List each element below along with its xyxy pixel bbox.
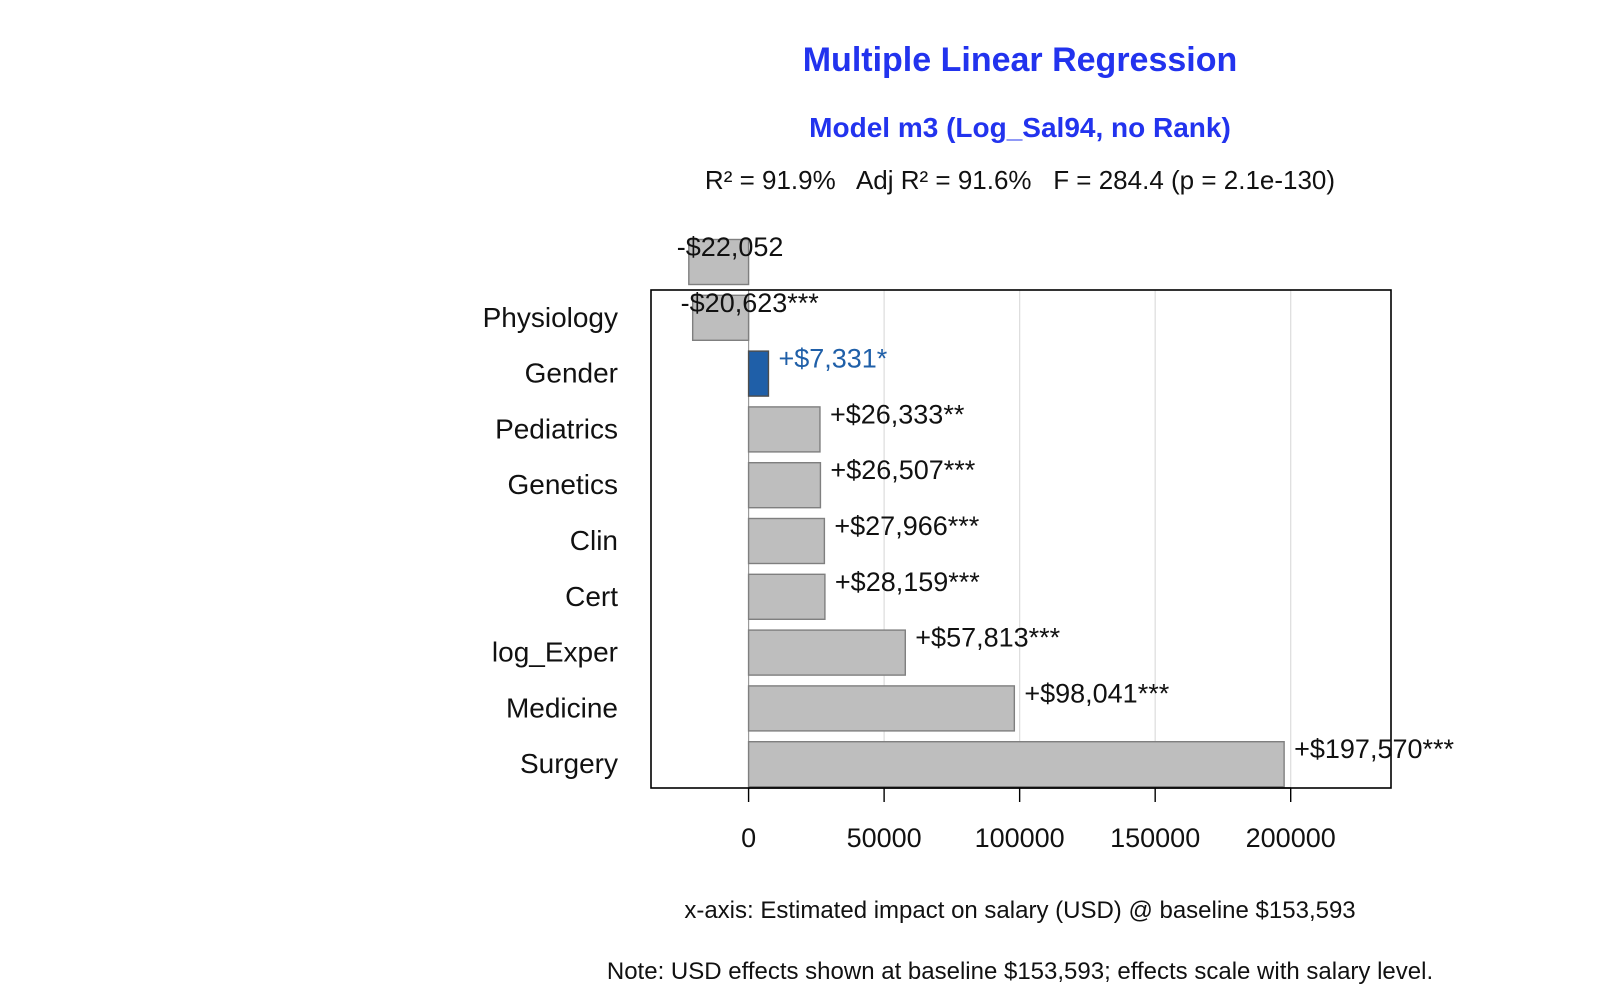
category-label-log-exper: log_Exper (492, 637, 618, 668)
value-label-9: +$197,570*** (1294, 734, 1454, 764)
bar-surgery (747, 741, 1285, 788)
value-label-0: -$22,052 (677, 232, 784, 262)
bar-cert (747, 573, 826, 620)
bar-gender (747, 350, 770, 397)
value-label-1: -$20,623*** (681, 288, 820, 318)
chart-note: Note: USD effects shown at baseline $153… (607, 958, 1433, 985)
value-label-8: +$98,041*** (1024, 678, 1169, 708)
bar-clin (747, 517, 826, 565)
x-tick-label-4: 200000 (1246, 823, 1336, 853)
bars (688, 238, 1285, 788)
category-label-gender: Gender (525, 358, 618, 389)
bar-genetics (747, 462, 822, 509)
x-tick-label-0: 0 (741, 823, 756, 853)
x-tick-label-1: 50000 (847, 823, 922, 853)
x-tick-label-3: 150000 (1110, 823, 1200, 853)
value-label-2: +$7,331* (778, 344, 887, 374)
category-label-physiology: Physiology (483, 302, 618, 333)
bar-physiology (691, 294, 750, 341)
category-labels: Physiology Gender Pediatrics Genetics Clin Ce… (483, 302, 619, 779)
category-label-surgery: Surgery (520, 748, 618, 779)
value-label-3: +$26,333** (830, 399, 965, 429)
chart-title: Multiple Linear Regression (803, 41, 1238, 79)
bar-medicine (747, 685, 1016, 732)
x-tick-label-2: 100000 (975, 823, 1065, 853)
value-label-4: +$26,507*** (830, 455, 975, 485)
bar-intercept (688, 238, 750, 286)
x-axis-label: x-axis: Estimated impact on salary (USD)… (684, 897, 1355, 924)
category-label-medicine: Medicine (506, 692, 618, 723)
bar-pediatrics (747, 406, 821, 453)
bar-log-exper (747, 629, 906, 676)
value-label-5: +$27,966*** (834, 511, 979, 541)
model-stats: R² = 91.9% Adj R² = 91.6% F = 284.4 (p =… (705, 165, 1335, 195)
x-axis: 0 50000 100000 150000 200000 (741, 787, 1336, 853)
category-label-genetics: Genetics (508, 469, 619, 500)
chart-subtitle: Model m3 (Log_Sal94, no Rank) (809, 112, 1231, 143)
value-label-7: +$57,813*** (915, 623, 1060, 653)
value-label-6: +$28,159*** (835, 567, 980, 597)
category-label-pediatrics: Pediatrics (495, 413, 618, 444)
value-labels: -$22,052 -$20,623*** +$7,331* +$26,333** +$2… (677, 232, 1455, 764)
category-label-clin: Clin (570, 525, 618, 556)
category-label-cert: Cert (565, 581, 618, 612)
